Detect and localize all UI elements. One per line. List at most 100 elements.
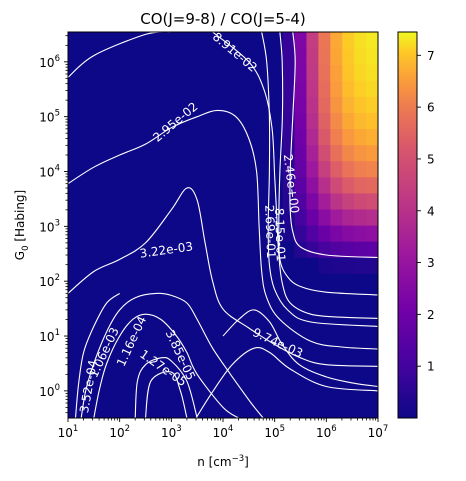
y-tick-label: 106 — [39, 54, 60, 70]
heatmap-cell — [282, 144, 296, 162]
heatmap-cell — [366, 64, 378, 81]
heatmap-cell — [366, 128, 378, 146]
heatmap-cell — [282, 80, 296, 97]
colorbar-tick-label: 3 — [427, 256, 435, 270]
heatmap-cell — [294, 192, 308, 210]
y-tick-label: 103 — [39, 218, 60, 234]
heatmap-cell — [354, 160, 367, 178]
heatmap-cell — [330, 192, 343, 210]
heatmap-cell — [342, 241, 355, 258]
contour-line — [134, 356, 198, 418]
contour-label: 2.69e-01 — [262, 205, 278, 259]
heatmap-cell — [318, 32, 331, 49]
contour-line — [195, 347, 378, 418]
heatmap-cell — [330, 128, 343, 146]
plot-area: 8.91e-022.95e-022.46e+008.15e-012.69e-01… — [67, 31, 379, 419]
heatmap-cell — [366, 192, 378, 210]
heatmap-cell — [294, 32, 308, 49]
colorbar-tick-label: 6 — [427, 101, 435, 115]
heatmap-cell — [342, 176, 355, 194]
x-tick-label: 105 — [264, 424, 285, 440]
chart-title: CO(J=9-8) / CO(J=5-4) — [140, 10, 306, 28]
heatmap-cell — [294, 208, 308, 226]
heatmap-cell — [282, 176, 296, 194]
heatmap-cell — [342, 160, 355, 178]
x-tick-label: 103 — [161, 424, 182, 440]
heatmap-cell — [282, 160, 296, 178]
heatmap-cell — [330, 176, 343, 194]
heatmap-cell — [330, 80, 343, 97]
heatmap-cell — [306, 112, 319, 130]
x-axis-label: n [cm−3] — [197, 454, 249, 469]
x-tick-label: 104 — [213, 424, 234, 440]
heatmap-cell — [366, 32, 378, 49]
heatmap-cell — [342, 96, 355, 114]
heatmap-cell — [294, 144, 308, 162]
heatmap-cell — [330, 96, 343, 114]
heatmap-cell — [306, 32, 319, 49]
heatmap-cell — [306, 208, 319, 226]
heatmap-cell — [342, 128, 355, 146]
heatmap-cell — [354, 32, 367, 49]
heatmap-cell — [318, 241, 331, 258]
heatmap-cell — [366, 96, 378, 114]
y-tick-label: 101 — [39, 328, 60, 344]
heatmap-cell — [294, 128, 308, 146]
contour-line — [68, 32, 172, 78]
heatmap-cell — [282, 192, 296, 210]
heatmap-cell — [354, 80, 367, 97]
heatmap-cell — [294, 64, 308, 81]
heatmap-cell — [330, 32, 343, 49]
heatmap-cell — [318, 144, 331, 162]
colorbar-tick-label: 1 — [427, 360, 435, 374]
heatmap-cell — [366, 176, 378, 194]
heatmap-cell — [342, 32, 355, 49]
contour-line — [68, 109, 378, 350]
heatmap-cell — [306, 241, 319, 258]
heatmap-cell — [306, 176, 319, 194]
heatmap-cell — [330, 208, 343, 226]
heatmap-cell — [318, 80, 331, 97]
heatmap-cell — [354, 225, 367, 242]
heatmap-cell — [366, 160, 378, 178]
contour-line — [68, 187, 378, 367]
heatmap-cell — [354, 112, 367, 130]
heatmap-cell — [366, 208, 378, 226]
contour-line — [278, 32, 378, 296]
heatmap-cell — [318, 192, 331, 210]
heatmap-cell — [342, 80, 355, 97]
heatmap-cell — [282, 64, 296, 81]
heatmap-cell — [354, 257, 367, 274]
heatmap-cell — [366, 48, 378, 65]
contour-line — [261, 32, 378, 327]
y-tick-label: 102 — [39, 273, 60, 289]
x-tick-label: 107 — [368, 424, 389, 440]
heatmap-cell — [318, 48, 331, 65]
contour-line — [74, 292, 121, 418]
heatmap-cell — [318, 208, 331, 226]
heatmap-cell — [342, 144, 355, 162]
heatmap-cell — [342, 208, 355, 226]
colorbar-gradient — [397, 31, 418, 419]
y-tick-label: 100 — [39, 383, 60, 399]
heatmap-cell — [342, 192, 355, 210]
heatmap-cell — [306, 192, 319, 210]
contour-line — [212, 32, 378, 319]
colorbar-tick-label: 5 — [427, 152, 435, 166]
heatmap-cell — [354, 208, 367, 226]
contour-line — [222, 309, 378, 388]
heatmap-cell — [342, 48, 355, 65]
heatmap-cells — [282, 32, 378, 274]
x-tick-label: 102 — [109, 424, 130, 440]
heatmap-cell — [318, 96, 331, 114]
y-axis: 100 101 102 103 104 105 106 — [39, 35, 68, 414]
contour-label: 8.15e-01 — [272, 208, 288, 262]
colorbar-ticks: 1 2 3 4 5 6 7 — [417, 49, 435, 374]
heatmap-cell — [330, 112, 343, 130]
heatmap-cell — [318, 112, 331, 130]
heatmap-cell — [342, 112, 355, 130]
heatmap-cell — [366, 225, 378, 242]
heatmap-cell — [318, 176, 331, 194]
heatmap-cell — [282, 208, 296, 226]
heatmap-cell — [318, 64, 331, 81]
